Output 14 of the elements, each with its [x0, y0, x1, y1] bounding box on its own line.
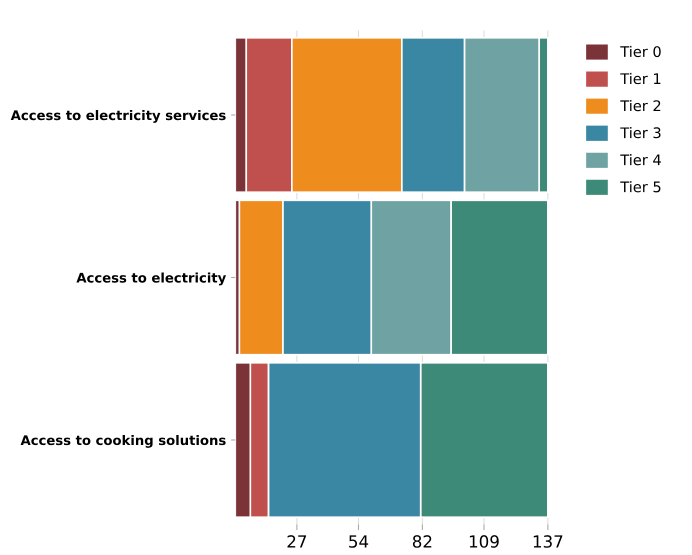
x-tick-label: 82 [412, 535, 432, 548]
x-tick-label: 109 [470, 535, 499, 548]
legend-label: Tier 5 [620, 181, 660, 192]
legend-label: Tier 3 [620, 126, 661, 138]
x-tick-label: 137 [534, 535, 562, 548]
legend-label: Tier 0 [620, 46, 661, 58]
x-tick-label: 27 [288, 535, 306, 548]
y-tick-label: Access to cooking solutions [20, 434, 226, 448]
x-tick-label: 54 [349, 535, 368, 548]
legend-label: Tier 4 [620, 154, 661, 166]
legend-label: Tier 1 [620, 72, 660, 84]
y-tick-label: Access to electricity services [10, 110, 226, 123]
y-tick-label: Access to electricity [76, 272, 226, 286]
legend-label: Tier 2 [620, 100, 660, 112]
